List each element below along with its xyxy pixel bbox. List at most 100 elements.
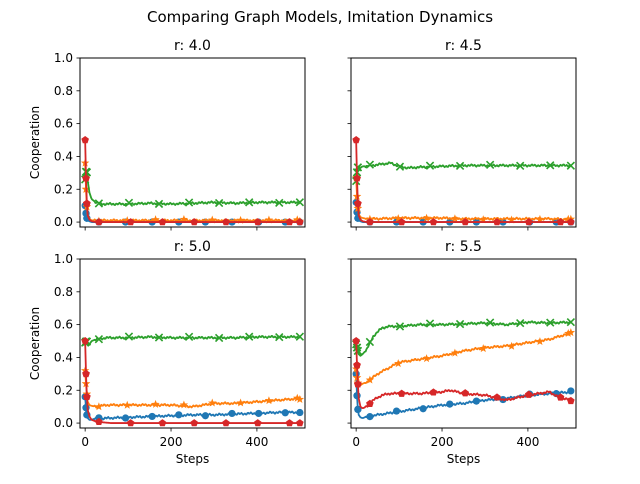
data-point-marker [516,318,525,328]
series-line-2 [355,320,572,357]
x-axis-label: Steps [176,452,210,466]
data-point-marker [366,413,374,421]
axes-frame [79,57,306,228]
y-tick-label: 1.0 [54,252,73,266]
data-point-marker [264,215,274,224]
data-point-marker [158,218,167,226]
x-tick-label: 0 [352,435,360,449]
series-group [351,317,576,421]
data-point-marker [94,402,104,411]
data-point-marker [366,218,374,226]
x-tick-label: 400 [516,435,539,449]
data-point-marker [236,398,245,407]
series-line-0 [84,396,301,421]
data-point-marker [281,409,289,417]
data-point-marker [419,405,427,413]
x-tick-label: 0 [81,435,89,449]
data-point-marker [394,214,403,223]
data-point-marker [354,199,362,207]
panel-title: r: 5.5 [445,239,482,255]
data-point-marker [214,198,224,208]
data-point-marker [353,174,361,182]
panels: 0.0 0.2 0.4 0.6 0.8 1.0 r: 4.0 Cooperation r: 4.… [28,38,577,466]
data-point-marker [455,161,465,171]
data-point-marker [567,218,575,226]
data-point-marker [493,393,501,401]
data-point-marker [535,214,545,223]
data-point-marker [175,411,183,419]
y-axis-label: Cooperation [28,307,42,380]
data-point-marker [154,199,164,209]
data-point-marker [394,359,403,368]
data-point-marker [208,215,217,224]
y-tick-label: 0.8 [54,84,73,98]
data-point-marker [507,215,516,224]
data-point-marker [82,168,92,177]
data-point-marker [151,215,160,224]
data-point-marker [285,218,294,226]
data-point-marker [121,414,130,422]
data-point-marker [429,388,438,396]
data-point-marker [556,393,565,401]
data-point-marker [81,337,89,345]
data-point-marker [507,341,516,350]
data-point-marker [214,333,224,343]
y-tick-label: 0.0 [54,215,73,229]
data-point-marker [83,392,91,401]
data-point-marker [354,380,362,388]
x-tick-label: 200 [431,435,454,449]
data-point-marker [245,332,254,341]
data-point-marker [535,337,545,346]
data-point-marker [126,218,135,226]
data-point-marker [422,213,431,222]
data-point-marker [82,174,90,182]
data-point-marker [352,136,360,144]
data-point-marker [366,399,374,408]
axes-frame [79,258,306,429]
y-tick-label: 0.0 [54,416,73,430]
data-point-marker [566,328,576,337]
data-point-marker [516,161,525,170]
data-point-marker [392,407,401,415]
data-point-marker [295,394,305,403]
data-point-marker [123,216,132,225]
y-axis-label: Cooperation [28,106,42,179]
y-tick-label: 1.0 [54,51,73,65]
data-point-marker [395,322,405,331]
data-point-marker [253,218,262,226]
series-line-1 [355,331,572,387]
data-point-marker [422,354,431,363]
data-point-marker [365,160,375,169]
data-point-marker [124,332,134,341]
data-point-marker [296,408,304,417]
data-point-marker [295,332,305,341]
data-point-marker [81,136,89,144]
data-point-marker [479,215,488,224]
data-point-marker [222,419,230,427]
data-point-marker [95,417,103,426]
data-point-marker [365,337,375,347]
data-point-marker [94,335,104,344]
y-tick-label: 0.6 [54,117,73,131]
y-tick-label: 0.8 [54,285,73,299]
series-line-2 [84,334,301,346]
y-tick-label: 0.2 [54,383,73,397]
data-point-marker [450,348,460,357]
data-point-marker [245,198,254,207]
data-point-marker [184,332,194,341]
data-point-marker [190,419,199,427]
series-line-2 [84,170,301,206]
figure-title: Comparing Graph Models, Imitation Dynami… [147,8,493,26]
data-point-marker [83,199,91,207]
data-point-marker [567,387,575,395]
data-point-marker [222,218,230,226]
data-point-marker [455,319,465,329]
data-point-marker [353,361,361,369]
panel-0: 0.0 0.2 0.4 0.6 0.8 1.0 r: 4.0 Cooperation [28,38,306,231]
data-point-marker [293,215,302,224]
data-point-marker [446,400,454,408]
data-point-marker [353,163,363,172]
